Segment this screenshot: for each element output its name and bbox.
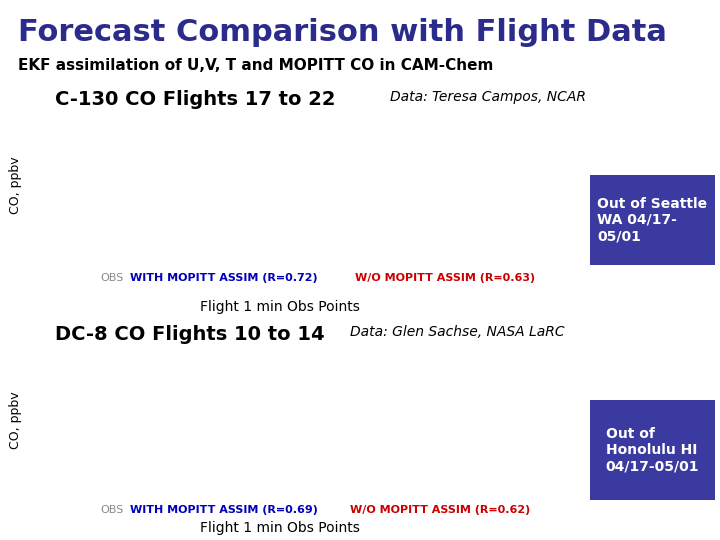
Text: WITH MOPITT ASSIM (R=0.69): WITH MOPITT ASSIM (R=0.69) <box>130 505 318 515</box>
Text: Forecast Comparison with Flight Data: Forecast Comparison with Flight Data <box>18 18 667 47</box>
Text: W/O MOPITT ASSIM (R=0.62): W/O MOPITT ASSIM (R=0.62) <box>350 505 530 515</box>
Text: DC-8 CO Flights 10 to 14: DC-8 CO Flights 10 to 14 <box>55 325 325 344</box>
Text: Data: Glen Sachse, NASA LaRC: Data: Glen Sachse, NASA LaRC <box>350 325 564 339</box>
Text: W/O MOPITT ASSIM (R=0.63): W/O MOPITT ASSIM (R=0.63) <box>355 273 535 283</box>
Text: Out of Seattle
WA 04/17-
05/01: Out of Seattle WA 04/17- 05/01 <box>598 197 708 243</box>
Text: OBS: OBS <box>100 505 123 515</box>
Text: OBS: OBS <box>100 273 123 283</box>
Text: Data: Teresa Campos, NCAR: Data: Teresa Campos, NCAR <box>390 90 586 104</box>
Text: C-130 CO Flights 17 to 22: C-130 CO Flights 17 to 22 <box>55 90 336 109</box>
Text: Flight 1 min Obs Points: Flight 1 min Obs Points <box>200 521 360 535</box>
Text: CO, ppbv: CO, ppbv <box>9 391 22 449</box>
Text: Out of
Honolulu HI
04/17-05/01: Out of Honolulu HI 04/17-05/01 <box>606 427 699 473</box>
FancyBboxPatch shape <box>590 175 715 265</box>
Text: CO, ppbv: CO, ppbv <box>9 156 22 214</box>
Text: EKF assimilation of U,V, T and MOPITT CO in CAM-Chem: EKF assimilation of U,V, T and MOPITT CO… <box>18 58 493 73</box>
Text: WITH MOPITT ASSIM (R=0.72): WITH MOPITT ASSIM (R=0.72) <box>130 273 318 283</box>
Text: Flight 1 min Obs Points: Flight 1 min Obs Points <box>200 300 360 314</box>
FancyBboxPatch shape <box>590 400 715 500</box>
